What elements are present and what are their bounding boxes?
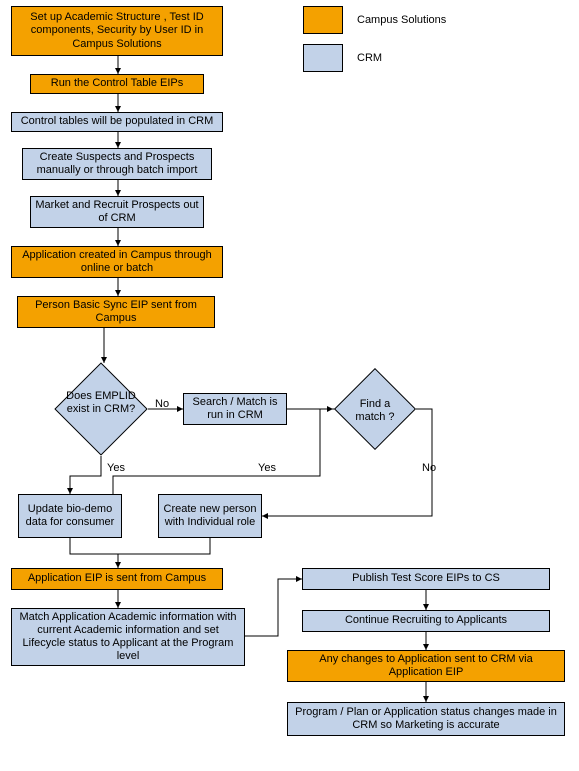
legend-swatch-crm bbox=[303, 44, 343, 72]
node-run-control-eips: Run the Control Table EIPs bbox=[30, 74, 204, 94]
node-setup-academic: Set up Academic Structure , Test ID comp… bbox=[11, 6, 223, 56]
node-search-match: Search / Match is run in CRM bbox=[183, 393, 287, 425]
node-create-new-person: Create new person with Individual role bbox=[158, 494, 262, 538]
decision-emplid-exist-label: Does EMPLID exist in CRM? bbox=[61, 390, 141, 416]
node-changes-sent-crm: Any changes to Application sent to CRM v… bbox=[287, 650, 565, 682]
node-update-biodemo: Update bio-demo data for consumer bbox=[18, 494, 122, 538]
edge-label-yes-1: Yes bbox=[107, 462, 125, 474]
legend-swatch-campus bbox=[303, 6, 343, 34]
edge-label-no-2: No bbox=[422, 462, 436, 474]
node-control-tables-crm: Control tables will be populated in CRM bbox=[11, 112, 223, 132]
node-publish-test-score: Publish Test Score EIPs to CS bbox=[302, 568, 550, 590]
node-create-suspects: Create Suspects and Prospects manually o… bbox=[22, 148, 212, 180]
node-program-plan-status: Program / Plan or Application status cha… bbox=[287, 702, 565, 736]
node-continue-recruiting: Continue Recruiting to Applicants bbox=[302, 610, 550, 632]
node-application-created: Application created in Campus through on… bbox=[11, 246, 223, 278]
legend-label-campus: Campus Solutions bbox=[357, 14, 446, 26]
edge-label-no-1: No bbox=[155, 398, 169, 410]
node-match-application-academic: Match Application Academic information w… bbox=[11, 608, 245, 666]
node-application-eip-sent: Application EIP is sent from Campus bbox=[11, 568, 223, 590]
decision-find-match-label: Find a match ? bbox=[346, 398, 404, 424]
node-market-recruit: Market and Recruit Prospects out of CRM bbox=[30, 196, 204, 228]
edge-label-yes-2: Yes bbox=[258, 462, 276, 474]
node-person-sync-eip: Person Basic Sync EIP sent from Campus bbox=[17, 296, 215, 328]
legend-label-crm: CRM bbox=[357, 52, 382, 64]
